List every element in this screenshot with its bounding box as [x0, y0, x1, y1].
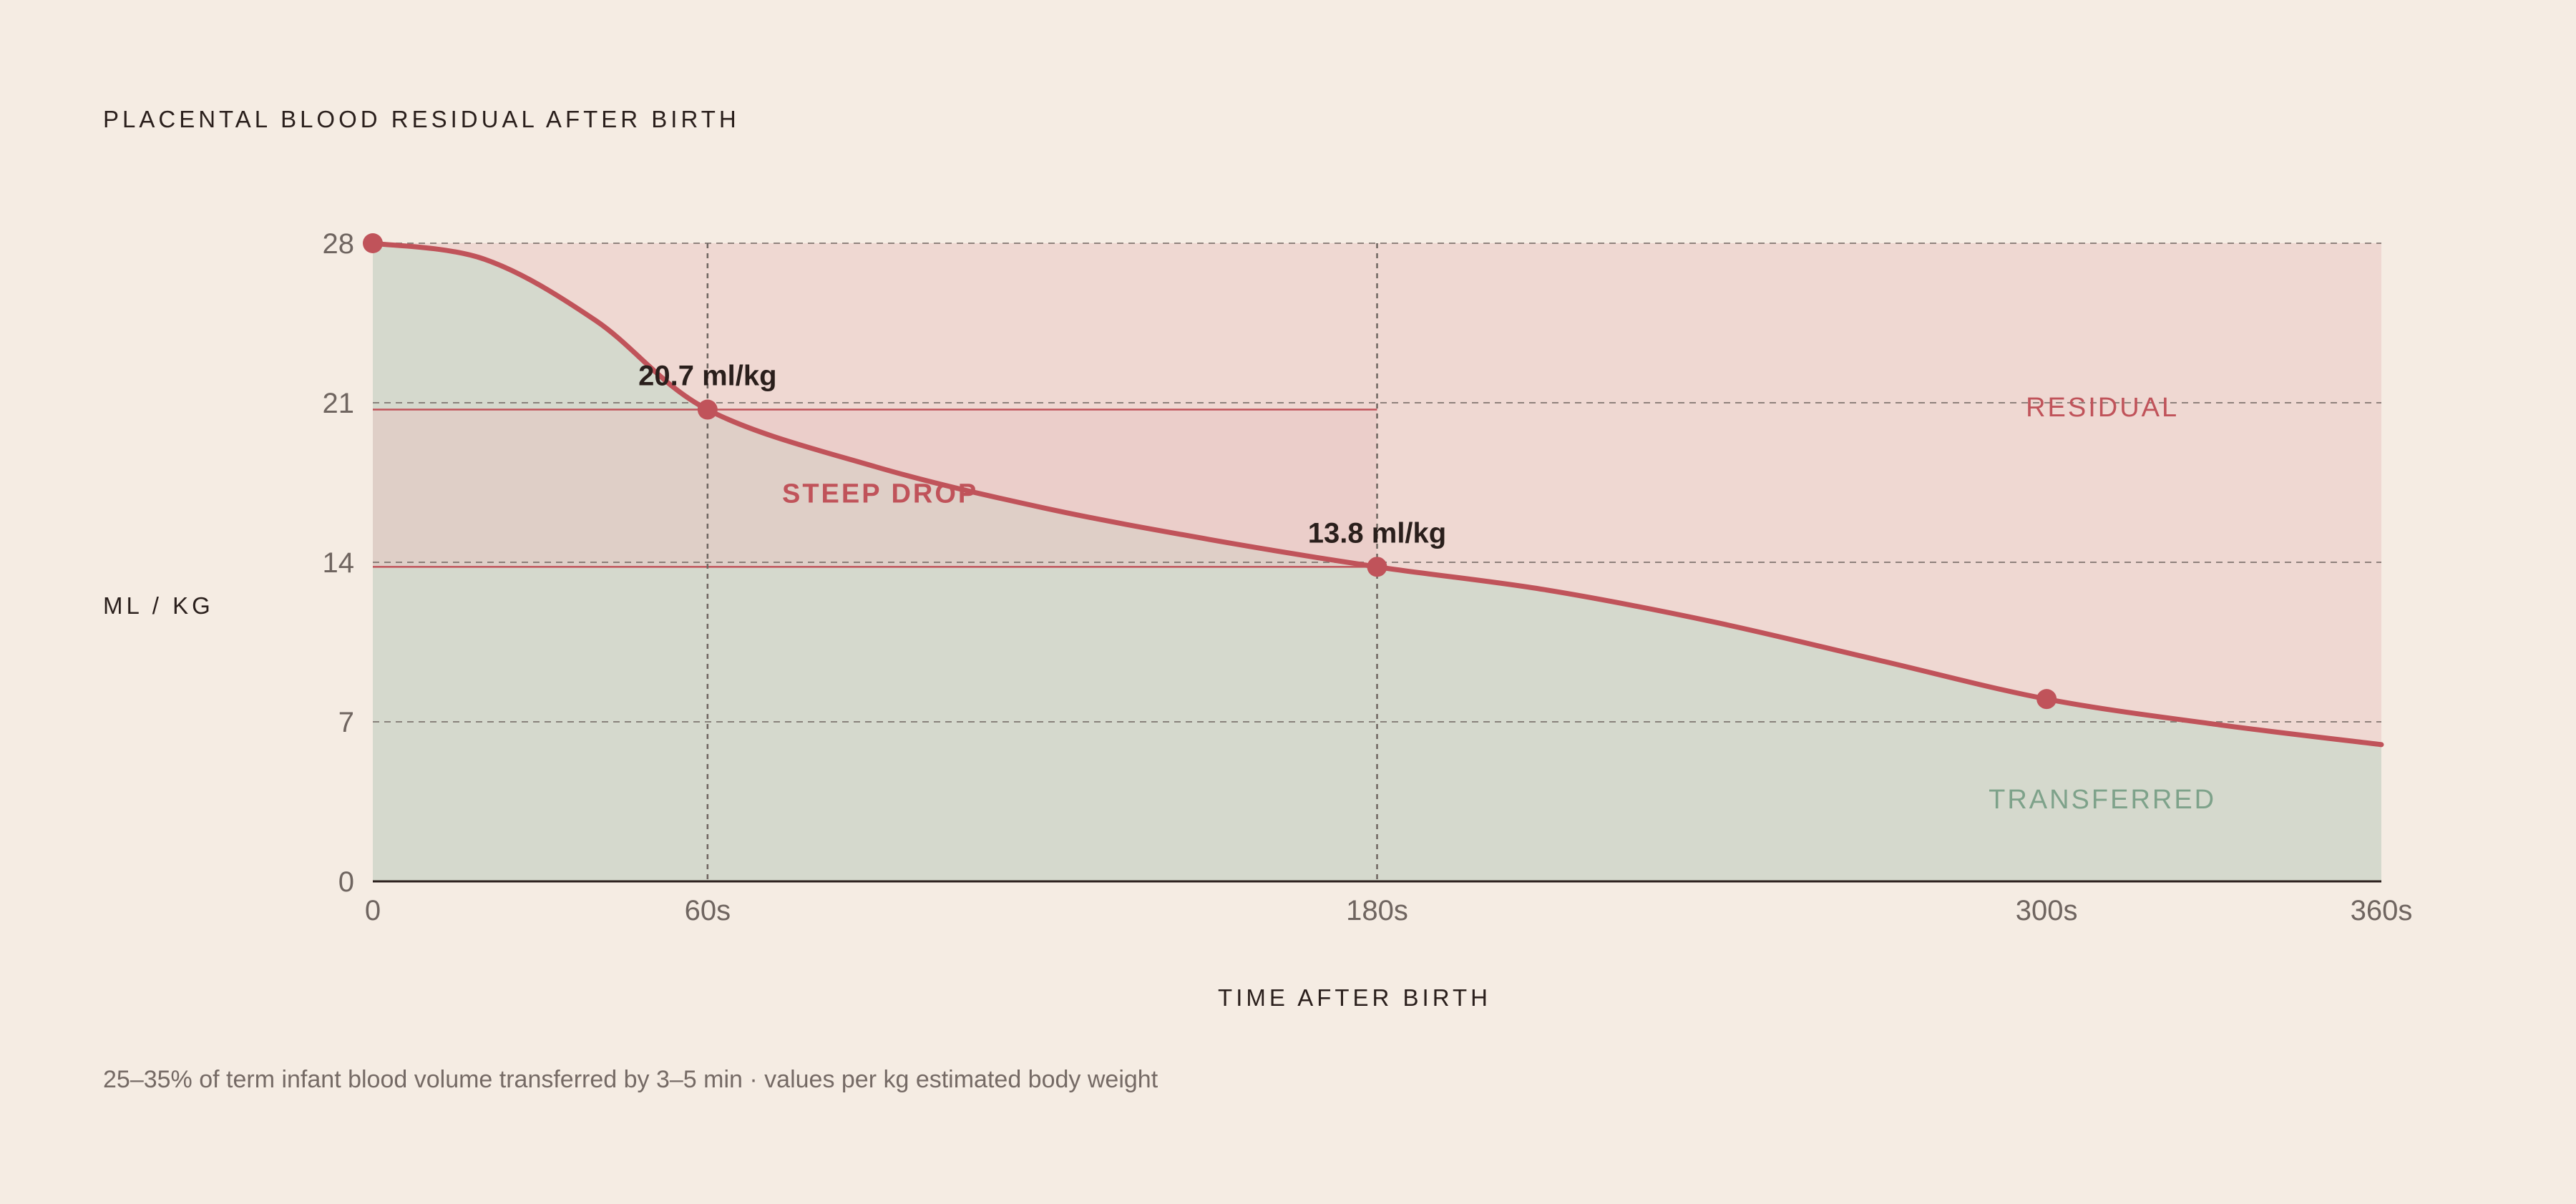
x-tick-label: 300s [2016, 895, 2078, 926]
transferred-label: TRANSFERRED [1989, 785, 2216, 815]
x-axis-label: TIME AFTER BIRTH [1218, 984, 1491, 1011]
y-axis-label: ML / KG [103, 592, 214, 619]
x-tick-label: 360s [2351, 895, 2413, 926]
y-tick-label: 21 [323, 388, 355, 419]
steep-drop-label: STEEP DROP [782, 479, 978, 509]
footnote: 25–35% of term infant blood volume trans… [103, 1066, 1158, 1093]
x-tick-label: 60s [685, 895, 731, 926]
chart-title: PLACENTAL BLOOD RESIDUAL AFTER BIRTH [103, 106, 740, 132]
data-point [2036, 689, 2057, 710]
residual-label: RESIDUAL [2026, 393, 2179, 423]
residual-curve [370, 240, 2384, 748]
y-tick-label: 14 [323, 547, 355, 579]
data-point [697, 399, 718, 420]
y-tick-label: 7 [338, 707, 354, 738]
data-point [363, 233, 383, 253]
x-tick-label: 180s [1346, 895, 1408, 926]
value-callout: 20.7 ml/kg [638, 361, 776, 392]
value-callout: 13.8 ml/kg [1308, 517, 1446, 549]
y-tick-label: 28 [323, 228, 355, 260]
transferred-area [373, 243, 2381, 881]
y-tick-label: 0 [338, 866, 354, 898]
x-tick-label: 0 [365, 895, 381, 926]
data-point [1367, 557, 1387, 577]
